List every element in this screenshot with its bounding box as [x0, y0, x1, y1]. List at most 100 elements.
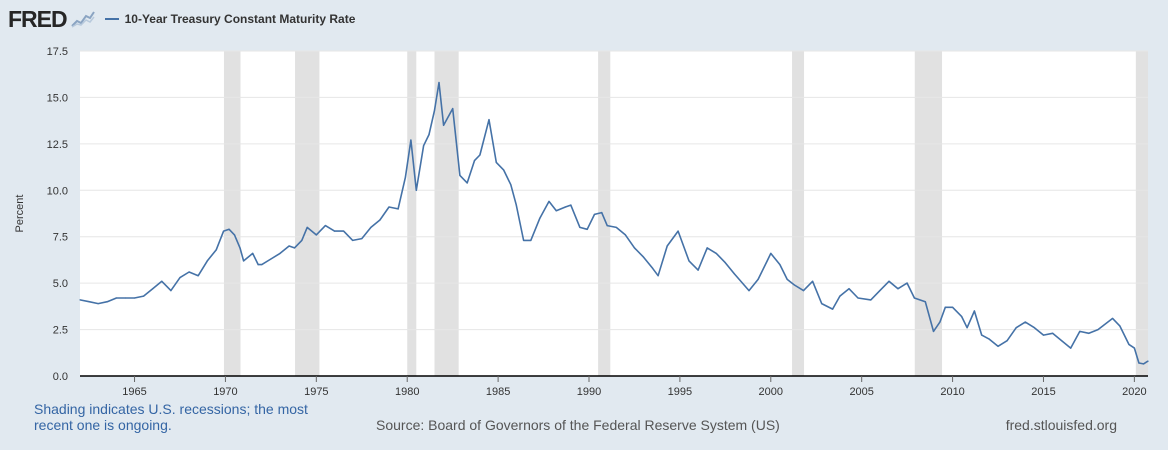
data-point	[161, 280, 163, 282]
recession-band-3	[434, 51, 459, 376]
data-point	[839, 295, 841, 297]
recession-band-6	[914, 51, 943, 376]
data-point	[223, 230, 225, 232]
data-point	[410, 139, 412, 141]
data-point	[1142, 363, 1145, 365]
x-tick-label: 2000	[759, 386, 783, 398]
data-point	[1061, 340, 1063, 342]
data-point	[293, 247, 296, 249]
data-point	[593, 213, 596, 216]
x-tick-label: 1980	[395, 386, 419, 398]
data-point	[897, 288, 899, 290]
data-point	[88, 301, 90, 303]
data-point	[495, 161, 497, 164]
data-point	[530, 239, 532, 242]
data-point	[215, 249, 217, 251]
data-point	[324, 224, 327, 227]
data-point	[233, 234, 236, 236]
data-point	[279, 252, 281, 255]
x-tick-label: 1985	[486, 386, 510, 398]
data-point	[466, 182, 468, 184]
data-point	[459, 174, 461, 177]
data-point	[666, 245, 668, 247]
data-point	[515, 204, 517, 206]
data-point	[981, 334, 983, 336]
data-point	[143, 295, 145, 297]
data-point	[1042, 334, 1045, 336]
chart-header: FRED 10-Year Treasury Constant Maturity …	[8, 6, 355, 32]
y-tick-label: 15.0	[47, 92, 68, 104]
x-tick-label: 2015	[1031, 386, 1055, 398]
data-point	[188, 271, 190, 273]
data-point	[388, 206, 390, 208]
data-point	[688, 260, 690, 262]
x-tick-label: 1995	[668, 386, 692, 398]
data-point	[97, 302, 99, 305]
data-point	[502, 169, 505, 171]
data-point	[301, 239, 303, 242]
data-point	[766, 260, 768, 262]
data-point	[428, 133, 430, 136]
y-tick-label: 7.5	[53, 232, 68, 244]
data-point	[848, 288, 850, 290]
data-point	[422, 145, 425, 147]
source-text: Source: Board of Governors of the Federa…	[376, 417, 780, 433]
data-point	[243, 260, 245, 262]
x-tick-label: 2010	[940, 386, 964, 398]
data-point	[288, 245, 290, 247]
data-point	[715, 252, 717, 255]
data-point	[170, 289, 172, 292]
data-point	[779, 263, 781, 266]
data-point	[652, 267, 654, 269]
recession-band-4	[598, 51, 611, 376]
x-tick-label: 1990	[577, 386, 601, 398]
data-point	[510, 184, 512, 186]
data-point	[442, 124, 445, 126]
data-point	[601, 211, 603, 214]
source-url[interactable]: fred.stlouisfed.org	[1005, 417, 1117, 433]
data-point	[1088, 332, 1090, 334]
data-point	[333, 230, 336, 232]
chart-line-icon	[70, 10, 95, 28]
data-point	[812, 280, 814, 282]
data-point	[124, 297, 127, 299]
y-axis-label: Percent	[14, 195, 26, 233]
data-point	[270, 258, 272, 260]
data-point	[579, 226, 581, 229]
data-point	[152, 288, 154, 290]
data-point	[197, 275, 199, 277]
recession-band-1	[295, 51, 320, 376]
data-point	[1111, 317, 1114, 320]
fred-logo[interactable]: FRED	[8, 6, 68, 32]
legend-swatch	[104, 18, 119, 20]
data-point	[133, 297, 136, 299]
data-point	[939, 321, 941, 323]
data-point	[548, 200, 550, 203]
data-point	[433, 109, 436, 112]
data-point	[615, 226, 617, 229]
data-point	[706, 247, 708, 249]
data-point	[206, 260, 208, 262]
data-point	[438, 81, 440, 84]
x-tick-label: 1970	[213, 386, 237, 398]
data-point	[879, 289, 881, 292]
data-point	[624, 234, 626, 236]
data-point	[906, 282, 908, 284]
data-point	[306, 226, 308, 229]
data-point	[239, 247, 241, 249]
data-point	[397, 208, 399, 210]
data-point	[606, 224, 608, 227]
recession-band-0	[223, 51, 241, 376]
series-legend[interactable]: 10-Year Treasury Constant Maturity Rate	[104, 12, 355, 26]
data-point	[452, 107, 454, 110]
data-point	[228, 228, 230, 230]
data-point	[973, 310, 975, 312]
data-point	[261, 263, 263, 266]
data-point	[404, 176, 406, 178]
data-point	[370, 226, 372, 229]
data-point	[633, 247, 636, 249]
y-tick-label: 12.5	[47, 139, 68, 151]
data-point	[257, 263, 259, 266]
x-tick-label: 1965	[122, 386, 146, 398]
